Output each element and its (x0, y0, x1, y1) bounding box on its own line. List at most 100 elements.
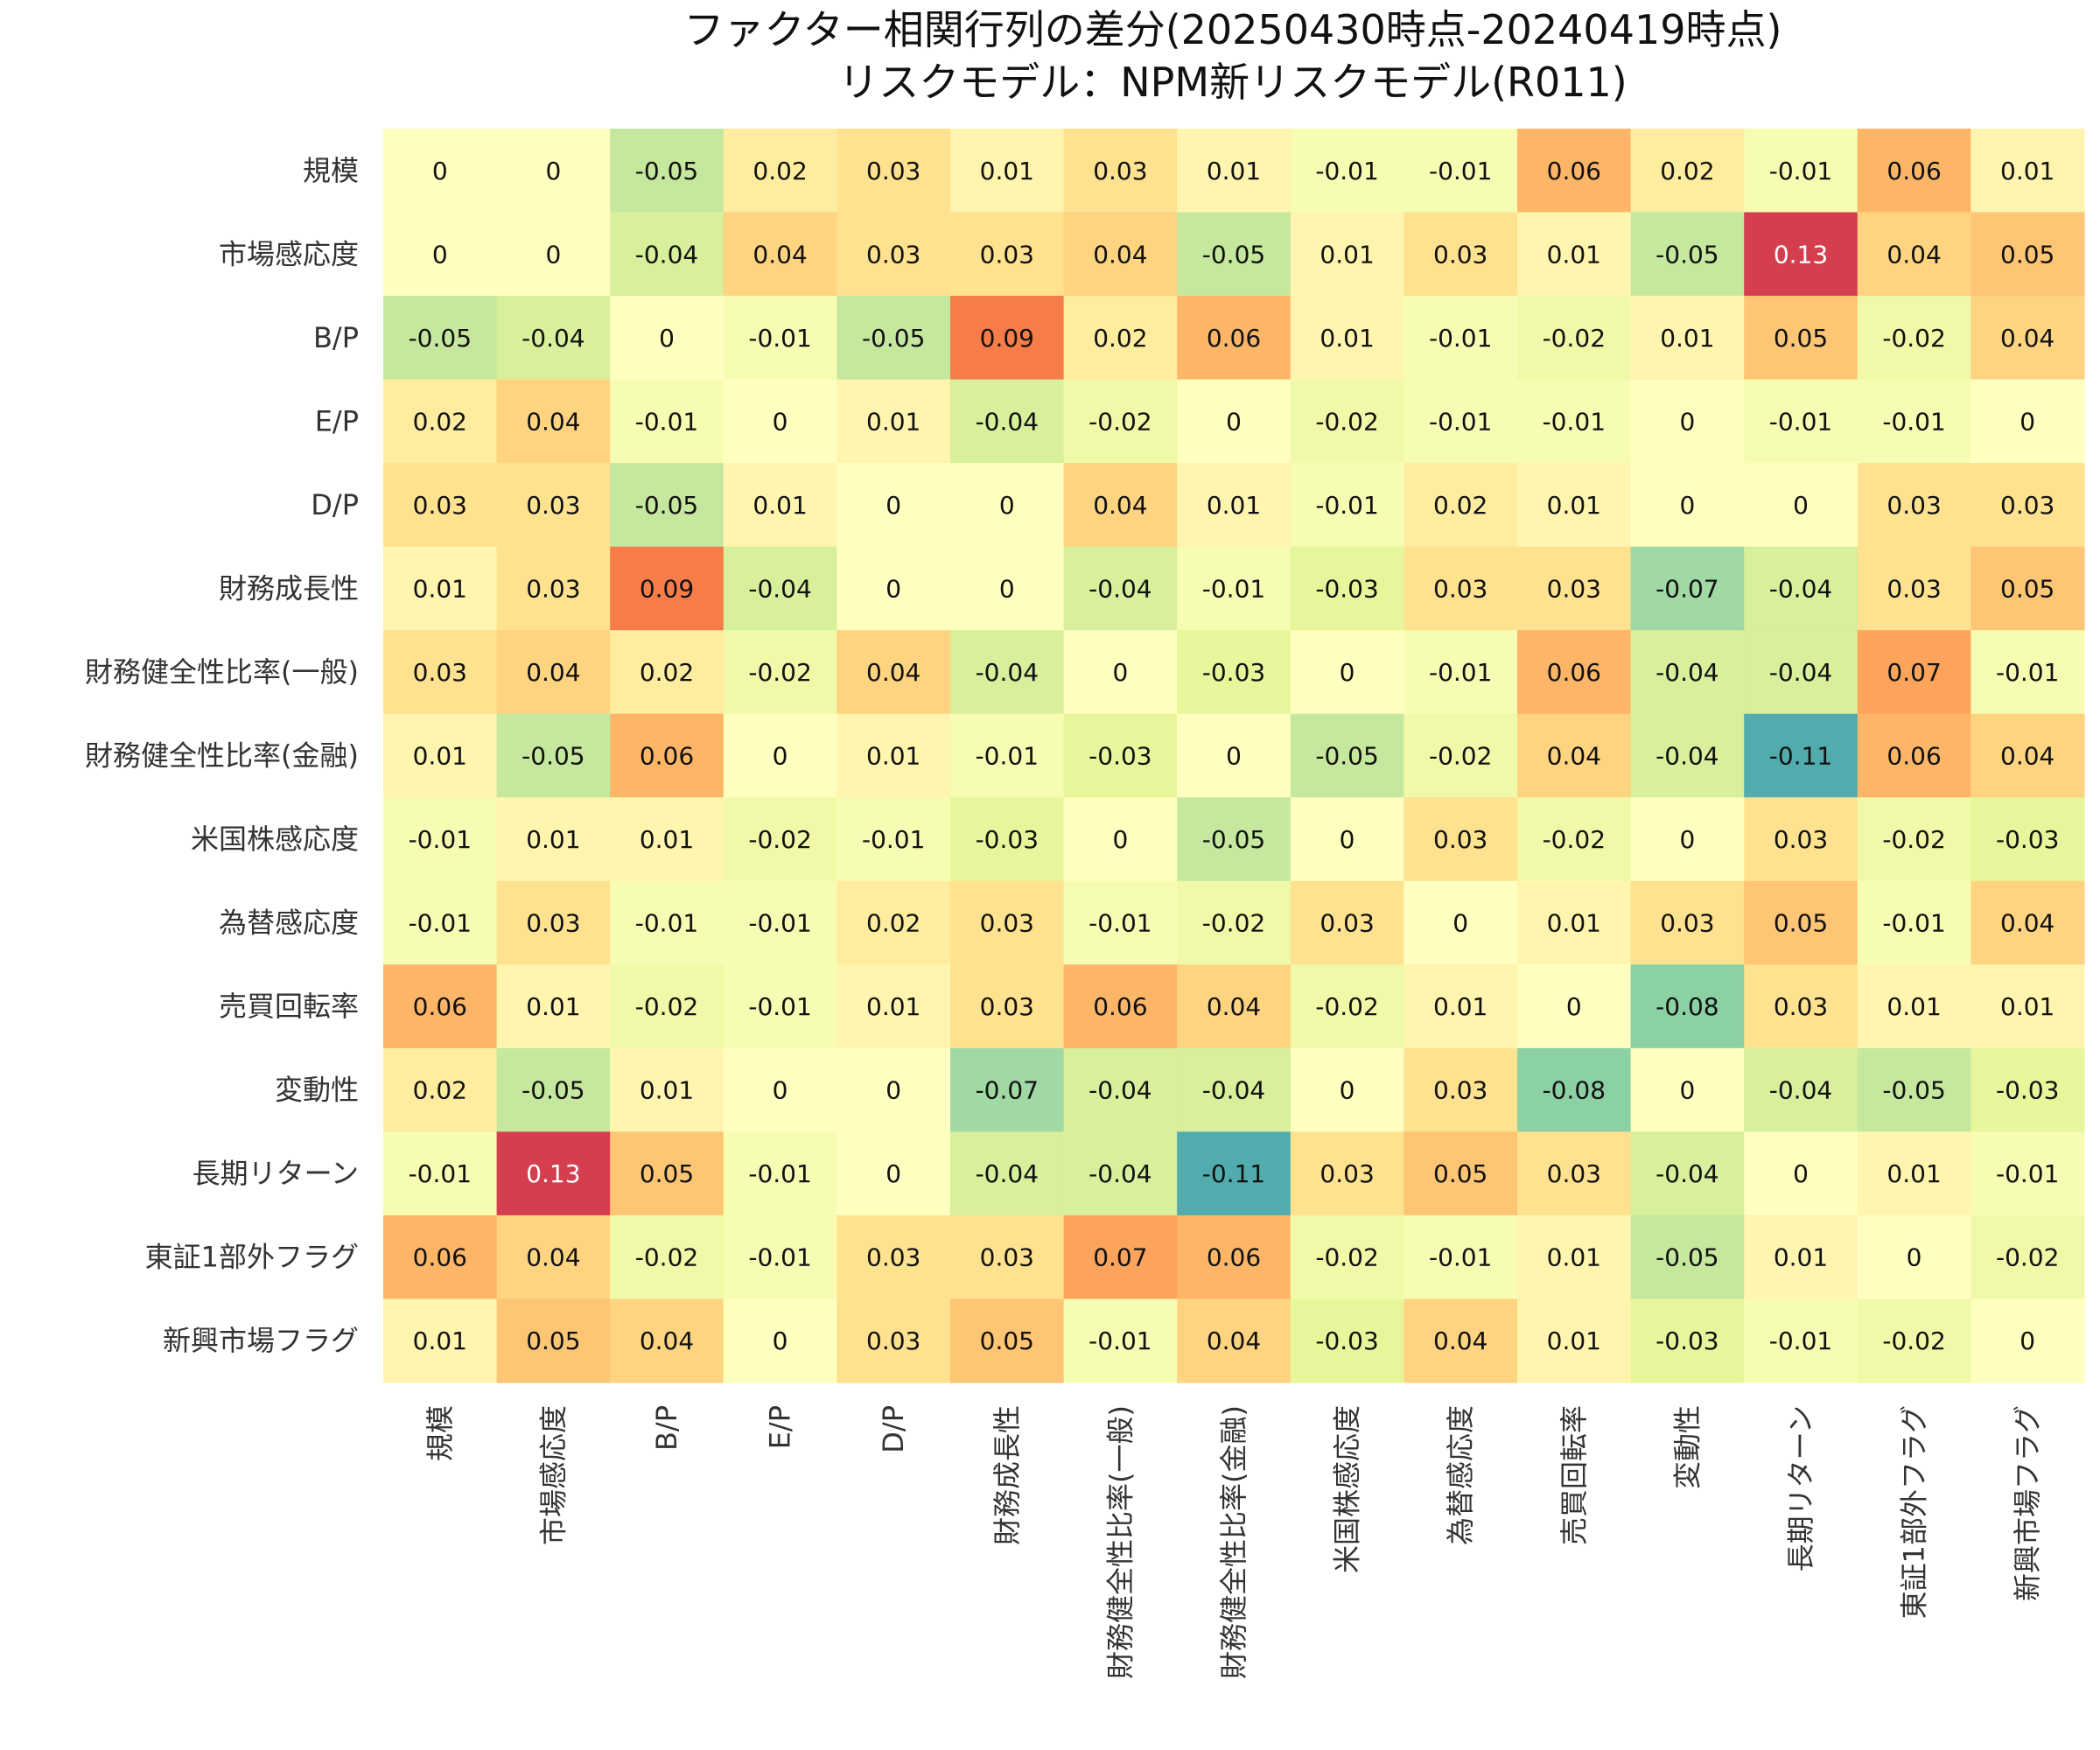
heatmap-cell-value: 0.03 (1547, 574, 1601, 603)
heatmap-cell (1630, 296, 1745, 381)
heatmap-cell-value: 0.04 (2000, 909, 2054, 938)
heatmap-cell-value: 0.06 (1207, 324, 1261, 353)
heatmap-cell-value: 0.01 (1886, 1159, 1941, 1188)
heatmap-cell-value: 0.06 (640, 742, 694, 771)
heatmap-cell-value: 0 (1566, 992, 1582, 1021)
heatmap-cell (1970, 1047, 2085, 1132)
heatmap-cell (1404, 713, 1518, 798)
heatmap-cell-value: 0.03 (1433, 825, 1488, 854)
heatmap-cell-value: 0.01 (866, 742, 920, 771)
heatmap-cell-value: 0.03 (413, 491, 467, 520)
heatmap-cell (836, 880, 951, 965)
heatmap-cell (1970, 463, 2085, 548)
heatmap-cell-value: 0 (2020, 407, 2035, 436)
heatmap-cell-value: 0.03 (413, 658, 467, 687)
heatmap-cell (950, 1047, 1065, 1132)
heatmap-cell (1063, 964, 1178, 1049)
heatmap-cell-value: -0.01 (1543, 407, 1606, 436)
heatmap-cell-value: -0.01 (748, 1159, 811, 1188)
heatmap-cell (383, 880, 498, 965)
heatmap-cell (836, 630, 951, 715)
heatmap-cell (1517, 1214, 1632, 1300)
heatmap-cell (610, 379, 724, 464)
heatmap-cell-value: 0 (545, 240, 561, 269)
heatmap-cell-value: 0 (1793, 491, 1809, 520)
heatmap-cell (610, 129, 724, 214)
heatmap-cell-value: 0.02 (413, 407, 467, 436)
heatmap-cell (1857, 296, 1971, 381)
heatmap-cell (1857, 1214, 1971, 1300)
heatmap-cell-value: -0.04 (635, 240, 698, 269)
heatmap-cell (383, 129, 498, 214)
heatmap-cell (1970, 630, 2085, 715)
heatmap-cell-value: 0.09 (640, 574, 694, 603)
heatmap-cell-value: -0.03 (1315, 574, 1378, 603)
heatmap-cell-value: 0.01 (2000, 157, 2054, 186)
heatmap-cell (496, 713, 611, 798)
heatmap-cell (1063, 713, 1178, 798)
heatmap-cell-value: 0.04 (526, 1243, 580, 1272)
heatmap-cell (1630, 713, 1745, 798)
heatmap-cell (1290, 463, 1404, 548)
heatmap-cell-value: -0.05 (1315, 742, 1378, 771)
column-tick-label: 売買回転率 (1558, 1405, 1591, 1545)
heatmap-cell (1970, 1214, 2085, 1300)
heatmap-cell (1290, 797, 1404, 882)
heatmap-cell (1063, 463, 1178, 548)
heatmap-cell-value: -0.02 (748, 658, 811, 687)
heatmap-cell (1857, 463, 1971, 548)
heatmap-cell-value: -0.01 (748, 909, 811, 938)
row-tick-label: 変動性 (275, 1074, 359, 1107)
heatmap-cell (950, 964, 1065, 1049)
heatmap-cell (383, 1047, 498, 1132)
heatmap-cell-value: -0.05 (635, 157, 698, 186)
heatmap-cell (836, 1047, 951, 1132)
heatmap-cell-value: 0.02 (1093, 324, 1147, 353)
heatmap-cell (1404, 463, 1518, 548)
heatmap-cell (723, 1131, 837, 1216)
heatmap-cell-value: -0.01 (1315, 491, 1378, 520)
heatmap-cell-value: 0.03 (1320, 909, 1374, 938)
heatmap-cell (1857, 1131, 1971, 1216)
heatmap-cell (1404, 797, 1518, 882)
heatmap-cell-value: 0.03 (866, 157, 920, 186)
heatmap-cell (1177, 546, 1292, 631)
heatmap-cell (1970, 1298, 2085, 1383)
heatmap-cell-value: 0.01 (866, 992, 920, 1021)
heatmap-cell (723, 379, 837, 464)
heatmap-cell (1290, 546, 1404, 631)
heatmap-cell (1404, 379, 1518, 464)
heatmap-cell (950, 463, 1065, 548)
heatmap-cell (1177, 880, 1292, 965)
heatmap-cell (1290, 1298, 1404, 1383)
heatmap-cell (1744, 1131, 1858, 1216)
heatmap-cell-value: -0.01 (1769, 157, 1832, 186)
heatmap-cell-value: 0.09 (980, 324, 1034, 353)
heatmap-cell-value: 0.04 (1093, 240, 1147, 269)
heatmap-cell-value: 0.04 (1886, 240, 1941, 269)
heatmap-cell (1970, 212, 2085, 297)
heatmap-cell (950, 1214, 1065, 1300)
heatmap-cell (950, 129, 1065, 214)
heatmap-cell-value: 0.03 (1660, 909, 1714, 938)
heatmap-cell-value: 0.01 (413, 1326, 467, 1355)
heatmap-cell (383, 630, 498, 715)
heatmap-cell (950, 630, 1065, 715)
heatmap-cell-value: -0.04 (1656, 1159, 1718, 1188)
row-tick-label: E/P (315, 404, 359, 438)
heatmap-cell (836, 713, 951, 798)
heatmap-cell (1177, 1131, 1292, 1216)
heatmap-cell-value: 0.06 (1886, 742, 1941, 771)
heatmap-cell (723, 546, 837, 631)
heatmap-cell (1744, 212, 1858, 297)
heatmap-cell (1744, 630, 1858, 715)
column-tick-label: B/P (650, 1405, 683, 1451)
heatmap-cell (1063, 129, 1178, 214)
heatmap-cell-value: 0.05 (526, 1326, 580, 1355)
heatmap-cell (383, 546, 498, 631)
heatmap-cell-value: 0.01 (1774, 1243, 1828, 1272)
heatmap-cell-value: 0.01 (1886, 992, 1941, 1021)
heatmap-cell (1630, 546, 1745, 631)
heatmap-cell (1404, 1298, 1518, 1383)
heatmap-cell-value: -0.01 (1429, 407, 1492, 436)
